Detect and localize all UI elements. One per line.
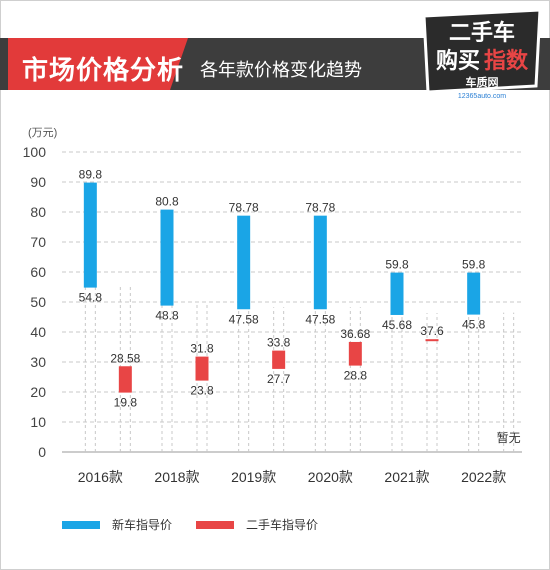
used-car-bar	[348, 341, 362, 366]
new-car-bar	[390, 272, 404, 315]
y-tick-label: 40	[30, 324, 46, 340]
header: 市场价格分析 各年款价格变化趋势 二手车 购买 指数 车质网 12365auto…	[0, 0, 550, 118]
used-car-low-label: 28.8	[344, 369, 368, 383]
new-car-bar	[237, 215, 251, 310]
new-car-low-label: 45.8	[462, 318, 486, 332]
new-car-low-label: 47.58	[229, 312, 259, 326]
new-car-high-label: 78.78	[229, 201, 259, 215]
y-tick-label: 60	[30, 264, 46, 280]
y-unit-label: (万元)	[28, 127, 57, 139]
legend-item-new-car: 新车指导价	[62, 516, 172, 533]
logo-url: 12365auto.com	[458, 93, 506, 100]
x-tick-label: 2022款	[461, 469, 506, 485]
used-car-missing-label: 暂无	[497, 431, 521, 445]
y-tick-label: 0	[38, 444, 46, 460]
new-car-bar	[83, 182, 97, 288]
used-car-high-label: 28.58	[110, 351, 140, 365]
header-title-tab	[8, 38, 188, 90]
x-tick-label: 2021款	[384, 469, 429, 485]
new-car-high-label: 78.78	[305, 201, 335, 215]
logo-text-right: 指数	[484, 48, 529, 73]
new-car-high-label: 59.8	[385, 258, 409, 272]
used-car-low-label: 19.8	[114, 396, 138, 410]
y-tick-label: 100	[23, 144, 47, 160]
new-car-bar	[313, 215, 327, 310]
y-tick-label: 10	[30, 414, 46, 430]
y-tick-label: 50	[30, 294, 46, 310]
x-tick-label: 2018款	[154, 469, 199, 485]
used-car-bar	[425, 339, 439, 342]
used-car-bar	[118, 366, 132, 393]
page-title: 市场价格分析	[22, 55, 185, 85]
new-car-bar	[467, 272, 481, 315]
y-tick-label: 80	[30, 204, 46, 220]
y-tick-label: 70	[30, 234, 46, 250]
legend-label-used-car: 二手车指导价	[246, 518, 319, 532]
used-car-high-label: 33.8	[267, 336, 291, 350]
new-car-high-label: 80.8	[155, 195, 179, 209]
used-car-bar	[195, 356, 209, 381]
new-car-high-label: 59.8	[462, 258, 486, 272]
new-car-high-label: 89.8	[79, 168, 103, 182]
legend-swatch-new-car	[62, 520, 100, 529]
y-tick-label: 90	[30, 174, 46, 190]
new-car-low-label: 48.8	[155, 309, 179, 323]
x-tick-label: 2016款	[78, 469, 123, 485]
legend-swatch-used-car	[196, 520, 234, 529]
used-car-high-label: 37.6	[420, 324, 444, 338]
logo-text-left: 购买	[436, 48, 480, 73]
legend-item-used-car: 二手车指导价	[196, 516, 318, 533]
used-car-high-label: 31.8	[190, 342, 214, 356]
y-tick-label: 20	[30, 384, 46, 400]
used-car-low-label: 27.7	[267, 372, 291, 386]
chart-legend: 新车指导价 二手车指导价	[0, 516, 550, 540]
price-range-chart: (万元) 0 10 20 30 40 50 60 70 80 90 100 89.8 54.8 28.58 1…	[23, 127, 522, 485]
new-car-low-label: 47.58	[305, 312, 335, 326]
new-car-low-label: 45.68	[382, 318, 412, 332]
x-tick-label: 2020款	[308, 469, 353, 485]
used-car-high-label: 36.68	[340, 327, 370, 341]
legend-label-new-car: 新车指导价	[112, 518, 173, 532]
logo-sub: 车质网	[466, 75, 499, 89]
x-tick-label: 2019款	[231, 469, 276, 485]
brand-logo: 二手车 购买 指数 车质网 12365auto.com	[422, 8, 542, 100]
logo-text-top: 二手车	[449, 20, 515, 45]
page-subtitle: 各年款价格变化趋势	[200, 60, 362, 80]
new-car-low-label: 54.8	[79, 291, 103, 305]
used-car-bar	[272, 350, 286, 369]
y-tick-label: 30	[30, 354, 46, 370]
new-car-bar	[160, 209, 174, 306]
used-car-low-label: 23.8	[190, 384, 214, 398]
